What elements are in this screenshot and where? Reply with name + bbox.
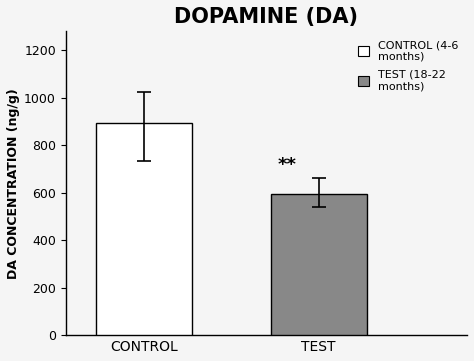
Bar	[271, 194, 367, 335]
Text: **: **	[278, 156, 297, 174]
Title: DOPAMINE (DA): DOPAMINE (DA)	[174, 7, 358, 27]
Bar	[96, 123, 192, 335]
Legend: CONTROL (4-6
months), TEST (18-22
months): CONTROL (4-6 months), TEST (18-22 months…	[355, 37, 462, 95]
Y-axis label: DA CONCENTRATION (ng/g): DA CONCENTRATION (ng/g)	[7, 88, 20, 279]
